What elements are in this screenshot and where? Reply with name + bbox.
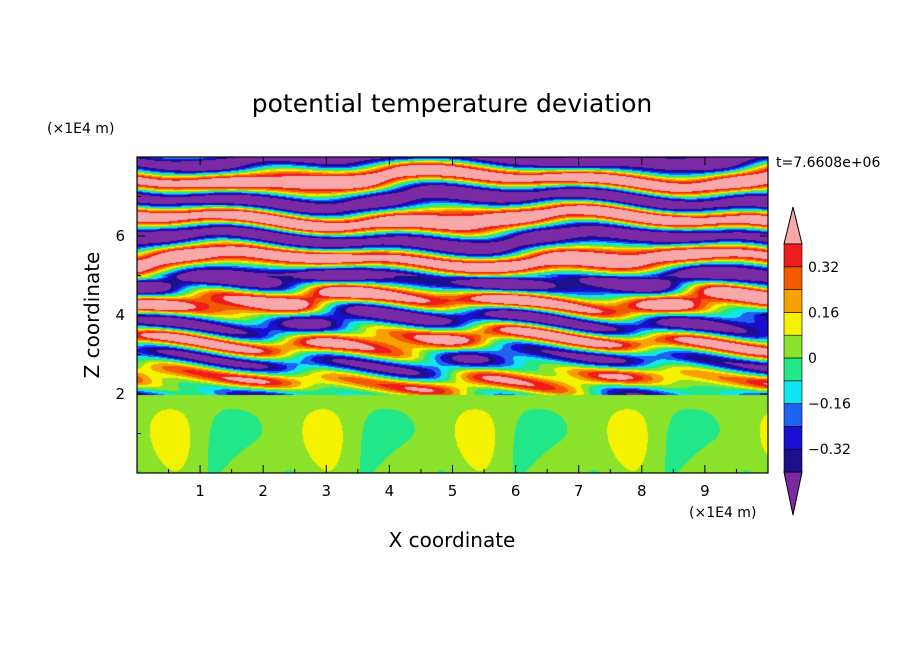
x-tick-label: 2 (258, 482, 268, 500)
colorbar-swatch (783, 426, 803, 450)
colorbar-swatch (783, 312, 803, 336)
x-tick-label: 5 (448, 482, 458, 500)
colorbar-tick-label: 0.16 (808, 305, 839, 321)
colorbar-tick-label: 0 (808, 351, 817, 367)
colorbar-tick-label: 0.32 (808, 260, 839, 276)
y-tick-label: 4 (115, 306, 125, 324)
x-tick-label: 9 (700, 482, 710, 500)
x-tick-label: 1 (195, 482, 205, 500)
colorbar-swatch (783, 266, 803, 290)
colorbar-swatch (783, 289, 803, 313)
colorbar-tick-label: −0.16 (808, 397, 851, 413)
y-axis: 2 4 6 (115, 196, 768, 434)
x-axis: 1 2 3 4 5 6 7 8 9 (168, 157, 737, 500)
x-tick-label: 8 (637, 482, 647, 500)
x-tick-label: 7 (574, 482, 584, 500)
colorbar-swatch (783, 334, 803, 359)
colorbar-swatch (783, 380, 803, 404)
x-tick-label: 4 (385, 482, 395, 500)
colorbar-swatch (783, 448, 803, 473)
colorbar-swatch (783, 403, 803, 427)
colorbar-tick-label: −0.32 (808, 442, 851, 458)
x-tick-label: 6 (511, 482, 521, 500)
colorbar-swatch (783, 357, 803, 382)
colorbar-extend-min (783, 471, 803, 516)
x-axis-unit: (×1E4 m) (689, 505, 756, 521)
time-label: t=7.6608e+06 (776, 155, 880, 171)
colorbar-swatch (783, 243, 803, 268)
x-axis-label: X coordinate (389, 528, 516, 552)
chart-title: potential temperature deviation (252, 89, 652, 118)
contour-field (137, 157, 768, 473)
y-axis-unit: (×1E4 m) (47, 121, 114, 137)
contour-image (137, 157, 768, 473)
y-tick-label: 6 (115, 227, 125, 245)
colorbar: 0.32 0.16 0 −0.16 −0.32 (783, 206, 851, 516)
y-axis-label: Z coordinate (80, 252, 104, 379)
y-tick-label: 2 (115, 385, 125, 403)
colorbar-extend-max (783, 206, 803, 245)
x-tick-label: 3 (322, 482, 332, 500)
